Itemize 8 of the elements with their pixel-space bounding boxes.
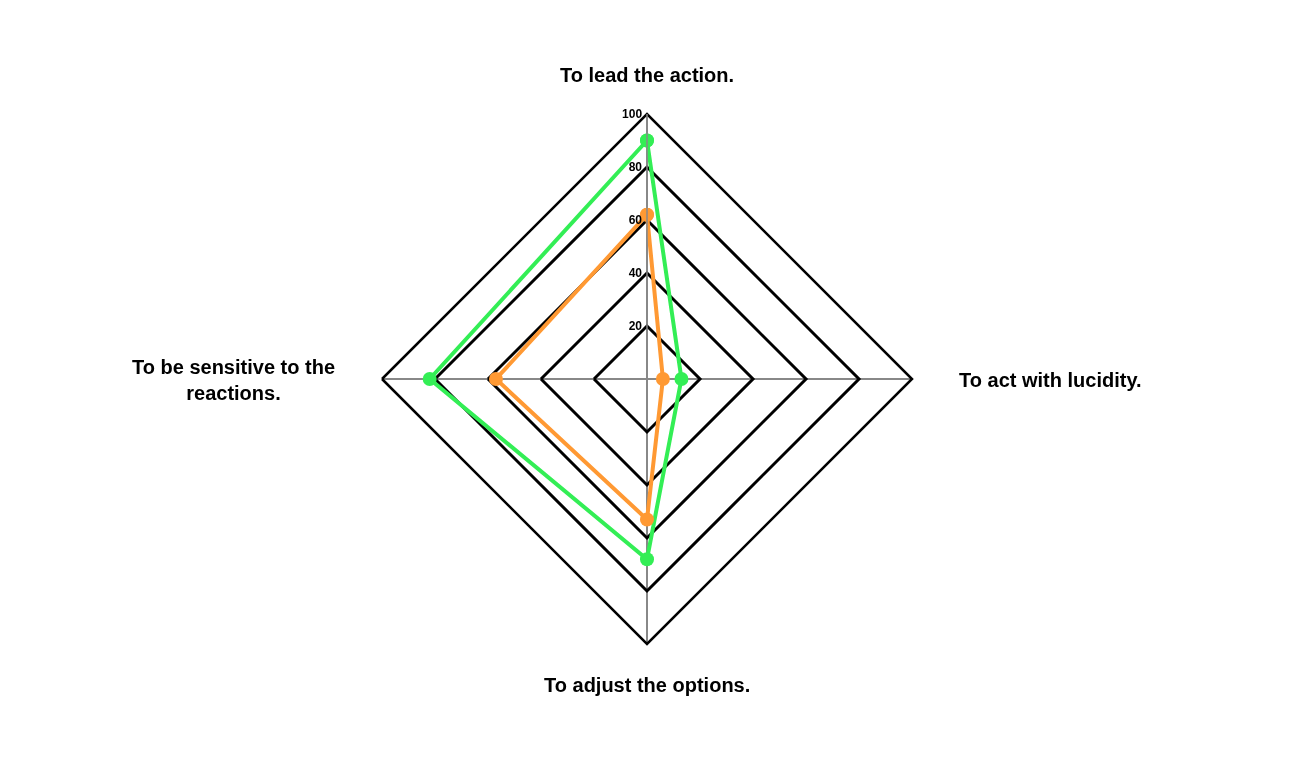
- y-tick-label: 20: [628, 318, 643, 333]
- y-tick-label: 80: [628, 159, 643, 174]
- y-tick-label: 100: [622, 106, 643, 121]
- spoke-label: To act with lucidity.: [959, 369, 1142, 391]
- spoke-label: To adjust the options.: [544, 674, 751, 696]
- spoke-label: To be sensitive to the reactions.: [132, 356, 335, 404]
- y-tick-label: 40: [628, 265, 643, 280]
- spoke-label: To lead the action.: [560, 64, 735, 86]
